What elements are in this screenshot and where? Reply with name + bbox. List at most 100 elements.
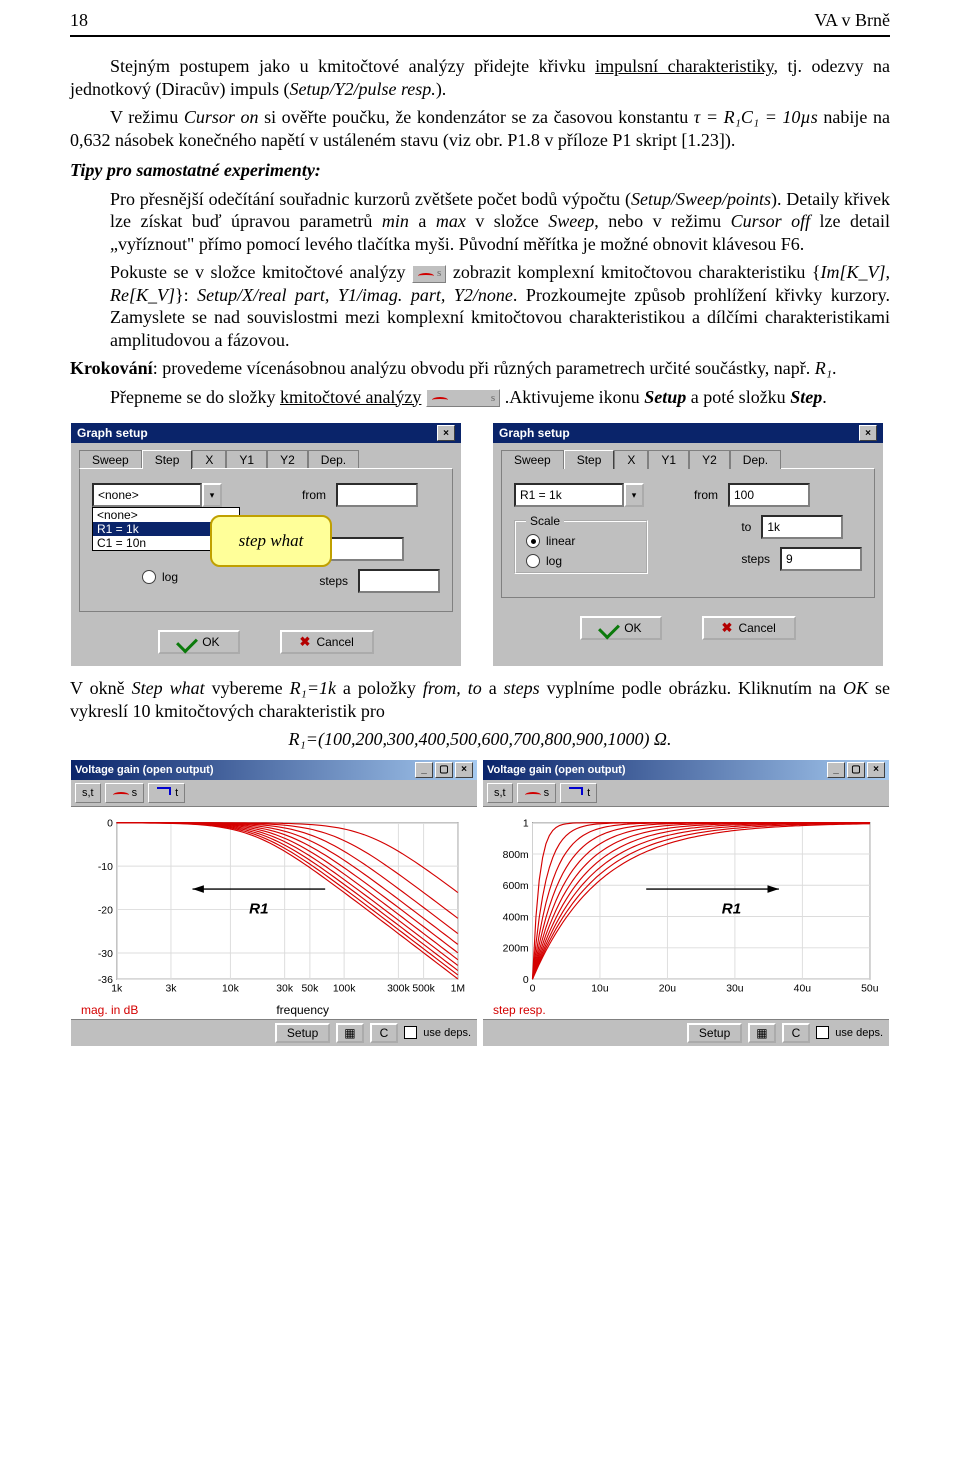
to-input[interactable] bbox=[322, 537, 404, 561]
svg-text:-30: -30 bbox=[98, 948, 113, 959]
inline-sine-icon-2: s bbox=[426, 389, 500, 407]
tab-y2[interactable]: Y2 bbox=[267, 450, 308, 469]
c-button[interactable]: C bbox=[370, 1023, 399, 1043]
check-icon bbox=[176, 631, 198, 653]
tabstrip: Sweep Step X Y1 Y2 Dep. bbox=[493, 443, 883, 468]
tab-dep[interactable]: Dep. bbox=[730, 450, 781, 469]
page-header-right: VA v Brně bbox=[814, 10, 890, 31]
to-input[interactable]: 1k bbox=[761, 515, 843, 539]
minimize-icon[interactable]: _ bbox=[415, 762, 433, 778]
tab-sweep[interactable]: Sweep bbox=[79, 450, 142, 469]
svg-text:10u: 10u bbox=[591, 983, 609, 994]
scale-log-radio[interactable]: log bbox=[142, 570, 178, 584]
ok-button[interactable]: OK bbox=[580, 616, 661, 640]
tool-s[interactable]: s bbox=[517, 783, 557, 803]
close-icon[interactable]: × bbox=[437, 425, 455, 441]
to-label: to bbox=[741, 520, 751, 534]
scale-linear-radio[interactable]: linear bbox=[526, 534, 636, 548]
dialog-title: Graph setup × bbox=[71, 423, 461, 443]
svg-text:40u: 40u bbox=[794, 983, 812, 994]
maximize-icon[interactable]: ▢ bbox=[847, 762, 865, 778]
svg-text:3k: 3k bbox=[165, 983, 177, 994]
para-2: V režimu Cursor on si ověřte poučku, že … bbox=[70, 106, 890, 151]
tab-dep[interactable]: Dep. bbox=[308, 450, 359, 469]
para-1: Stejným postupem jako u kmitočtové analý… bbox=[70, 55, 890, 100]
svg-text:50u: 50u bbox=[861, 983, 879, 994]
setup-button[interactable]: Setup bbox=[275, 1023, 330, 1043]
para-4: Pokuste se v složce kmitočtové analýzy s… bbox=[70, 261, 890, 351]
step-what-combo[interactable]: <none> ▾ <none> R1 = 1k C1 = 10n bbox=[92, 483, 222, 507]
tips-heading: Tipy pro samostatné experimenty: bbox=[70, 159, 890, 182]
para-6: Přepneme se do složky kmitočtové analýzy… bbox=[70, 386, 890, 409]
page-number: 18 bbox=[70, 10, 88, 31]
svg-text:600m: 600m bbox=[503, 881, 529, 892]
bode-plot: 0-10-20-30-361k3k10k30k50k100k300k500k1M… bbox=[75, 813, 473, 1003]
tool-t[interactable]: t bbox=[148, 783, 185, 803]
from-input[interactable] bbox=[336, 483, 418, 507]
svg-text:-20: -20 bbox=[98, 905, 113, 916]
step-plot: 1800m600m400m200m0010u20u30u40u50uR1 bbox=[487, 813, 885, 1003]
combo-value: <none> bbox=[92, 483, 202, 507]
cancel-button[interactable]: ✖Cancel bbox=[280, 630, 374, 654]
x-axis-label: step resp. bbox=[493, 1003, 546, 1017]
tab-x[interactable]: X bbox=[192, 450, 226, 469]
svg-text:-10: -10 bbox=[98, 861, 113, 872]
setup-button[interactable]: Setup bbox=[687, 1023, 742, 1043]
chart-toolbar: s,t s t bbox=[483, 780, 889, 807]
usedeps-checkbox[interactable] bbox=[816, 1026, 829, 1039]
tab-step[interactable]: Step bbox=[564, 450, 615, 469]
grid-icon[interactable]: ▦ bbox=[748, 1023, 775, 1043]
svg-text:30k: 30k bbox=[276, 983, 294, 994]
from-input[interactable]: 100 bbox=[728, 483, 810, 507]
y-axis-label: mag. in dB bbox=[81, 1003, 138, 1017]
steps-input[interactable] bbox=[358, 569, 440, 593]
tab-y1[interactable]: Y1 bbox=[648, 450, 689, 469]
tool-st[interactable]: s,t bbox=[487, 783, 513, 803]
check-icon bbox=[598, 617, 620, 639]
tab-sweep[interactable]: Sweep bbox=[501, 450, 564, 469]
close-icon[interactable]: × bbox=[455, 762, 473, 778]
svg-text:200m: 200m bbox=[503, 943, 529, 954]
graph-setup-dialog-2: Graph setup × Sweep Step X Y1 Y2 Dep. R1… bbox=[492, 422, 884, 667]
usedeps-checkbox[interactable] bbox=[404, 1026, 417, 1039]
tool-st[interactable]: s,t bbox=[75, 783, 101, 803]
tabstrip: Sweep Step X Y1 Y2 Dep. bbox=[71, 443, 461, 468]
step-what-combo[interactable]: R1 = 1k ▾ bbox=[514, 483, 644, 507]
tab-x[interactable]: X bbox=[614, 450, 648, 469]
x-icon: ✖ bbox=[722, 620, 733, 636]
svg-text:100k: 100k bbox=[333, 983, 356, 994]
c-button[interactable]: C bbox=[782, 1023, 811, 1043]
chevron-down-icon[interactable]: ▾ bbox=[202, 483, 222, 507]
close-icon[interactable]: × bbox=[867, 762, 885, 778]
scale-group: Scale linear log bbox=[514, 520, 648, 574]
from-label: from bbox=[302, 488, 326, 502]
steps-input[interactable]: 9 bbox=[780, 547, 862, 571]
chart-window-left: Voltage gain (open output) _ ▢ × s,t s t… bbox=[70, 759, 478, 1047]
para-5: Krokování: provedeme vícenásobnou analýz… bbox=[70, 357, 890, 380]
chart-title: Voltage gain (open output) bbox=[75, 764, 214, 776]
svg-text:0: 0 bbox=[523, 974, 529, 985]
ok-button[interactable]: OK bbox=[158, 630, 239, 654]
para-8: R₁=(100,200,300,400,500,600,700,800,900,… bbox=[70, 728, 890, 751]
grid-icon[interactable]: ▦ bbox=[336, 1023, 363, 1043]
chart-title: Voltage gain (open output) bbox=[487, 764, 626, 776]
tab-y1[interactable]: Y1 bbox=[226, 450, 267, 469]
usedeps-label: use deps. bbox=[423, 1027, 471, 1039]
tool-t[interactable]: t bbox=[560, 783, 597, 803]
minimize-icon[interactable]: _ bbox=[827, 762, 845, 778]
graph-setup-dialog-1: Graph setup × Sweep Step X Y1 Y2 Dep. st… bbox=[70, 422, 462, 667]
scale-log-radio[interactable]: log bbox=[526, 554, 636, 568]
tab-y2[interactable]: Y2 bbox=[689, 450, 730, 469]
chevron-down-icon[interactable]: ▾ bbox=[624, 483, 644, 507]
header-rule bbox=[70, 35, 890, 37]
svg-text:10k: 10k bbox=[222, 983, 240, 994]
cancel-button[interactable]: ✖Cancel bbox=[702, 616, 796, 640]
maximize-icon[interactable]: ▢ bbox=[435, 762, 453, 778]
tab-step[interactable]: Step bbox=[142, 450, 193, 469]
tool-s[interactable]: s bbox=[105, 783, 145, 803]
from-label: from bbox=[694, 488, 718, 502]
svg-text:1M: 1M bbox=[451, 983, 465, 994]
svg-text:20u: 20u bbox=[659, 983, 677, 994]
svg-text:0: 0 bbox=[530, 983, 536, 994]
close-icon[interactable]: × bbox=[859, 425, 877, 441]
